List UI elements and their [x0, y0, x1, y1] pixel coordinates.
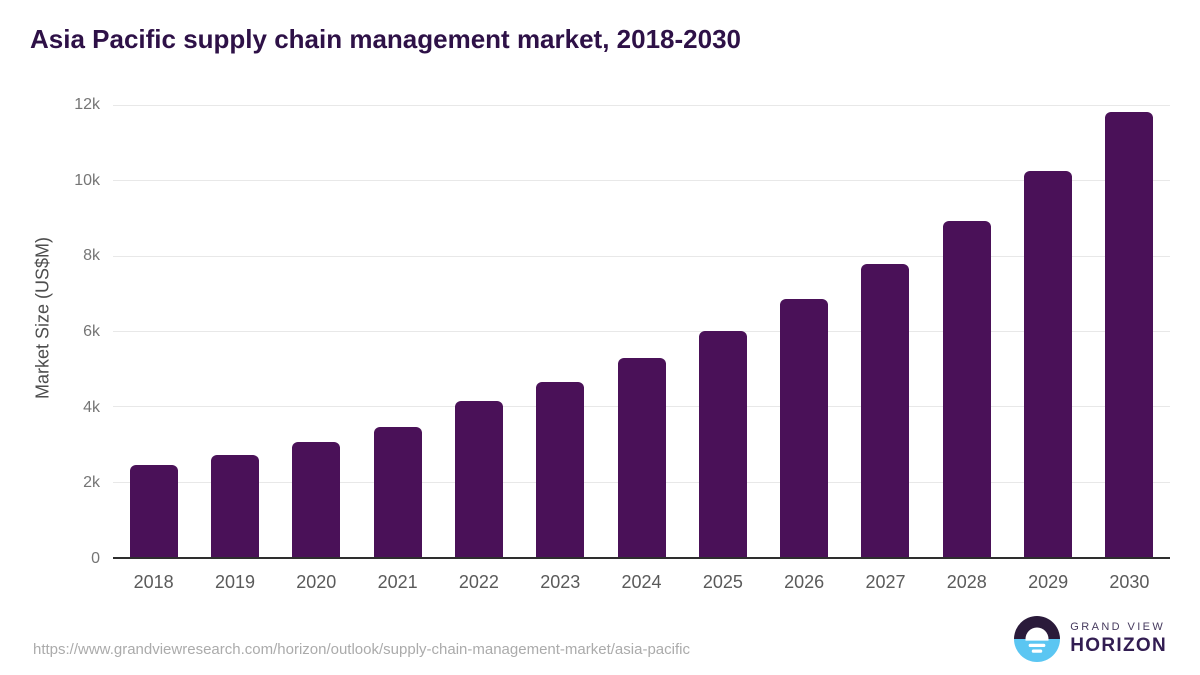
bar-2026	[780, 299, 829, 557]
grand-view-horizon-logo: GRAND VIEW HORIZON	[1014, 616, 1167, 662]
plot-area	[113, 105, 1170, 559]
logo-text: GRAND VIEW HORIZON	[1070, 621, 1167, 657]
logo-product-name: HORIZON	[1070, 635, 1167, 656]
bar-2020	[292, 441, 341, 557]
gridline-12k	[113, 105, 1170, 106]
bar-2023	[536, 381, 585, 557]
bar-slot-2026	[764, 105, 845, 557]
x-tick-label-2020: 2020	[296, 572, 337, 592]
gridline-6k	[113, 331, 1170, 332]
y-tick-label-2k: 2k	[83, 474, 100, 492]
bar-slot-2019	[194, 105, 275, 557]
horizon-sun-icon	[1014, 616, 1061, 662]
bar-slot-2028	[926, 105, 1007, 557]
y-axis-tick-labels: 0 2k 4k 6k 8k 10k 12k	[0, 96, 100, 567]
x-tick-label-2028: 2028	[946, 572, 987, 592]
x-tick-label-2027: 2027	[865, 572, 906, 592]
bar-2024	[617, 358, 666, 557]
x-axis-tick-labels: 2018 2019 2020 2021 2022 2023 2024 2025 2026 2027…	[113, 572, 1170, 593]
bar-2028	[942, 221, 991, 557]
bar-2030	[1105, 111, 1154, 557]
x-tick-label-2022: 2022	[458, 572, 499, 592]
bar-2018	[129, 464, 178, 557]
bar-slot-2023	[520, 105, 601, 557]
bar-slot-2030	[1089, 105, 1170, 557]
y-tick-label-12k: 12k	[74, 96, 100, 113]
y-tick-label-8k: 8k	[83, 247, 100, 265]
bar-2029	[1024, 170, 1073, 557]
y-tick-label-10k: 10k	[74, 171, 100, 189]
y-tick-label-4k: 4k	[83, 398, 100, 416]
x-tick-label-2019: 2019	[214, 572, 255, 592]
bar-2021	[373, 427, 422, 557]
bar-slot-2024	[601, 105, 682, 557]
x-tick-label-2021: 2021	[377, 572, 418, 592]
bar-slot-2021	[357, 105, 438, 557]
x-tick-label-2024: 2024	[621, 572, 662, 592]
x-tick-label-2018: 2018	[133, 572, 174, 592]
bar-2025	[698, 331, 747, 557]
y-tick-label-0: 0	[91, 550, 100, 567]
x-tick-label-2025: 2025	[702, 572, 743, 592]
logo-brand-name: GRAND VIEW	[1070, 621, 1166, 633]
chart-title: Asia Pacific supply chain management mar…	[30, 24, 742, 54]
bar-2022	[454, 401, 503, 557]
footer: https://www.grandviewresearch.com/horizo…	[0, 613, 1200, 675]
bar-series	[113, 105, 1170, 557]
bar-slot-2029	[1007, 105, 1088, 557]
bar-slot-2025	[682, 105, 763, 557]
bar-slot-2018	[113, 105, 194, 557]
bar-slot-2027	[845, 105, 926, 557]
x-tick-label-2023: 2023	[540, 572, 581, 592]
source-url: https://www.grandviewresearch.com/horizo…	[33, 641, 690, 658]
y-tick-label-6k: 6k	[83, 323, 100, 340]
bar-2019	[210, 454, 259, 557]
gridline-8k	[113, 255, 1170, 257]
x-tick-label-2029: 2029	[1028, 572, 1069, 592]
gridline-10k	[113, 180, 1170, 182]
bar-2027	[861, 263, 910, 557]
bar-slot-2022	[438, 105, 519, 557]
x-tick-label-2030: 2030	[1109, 572, 1150, 592]
x-tick-label-2026: 2026	[784, 572, 825, 592]
bar-slot-2020	[276, 105, 357, 557]
